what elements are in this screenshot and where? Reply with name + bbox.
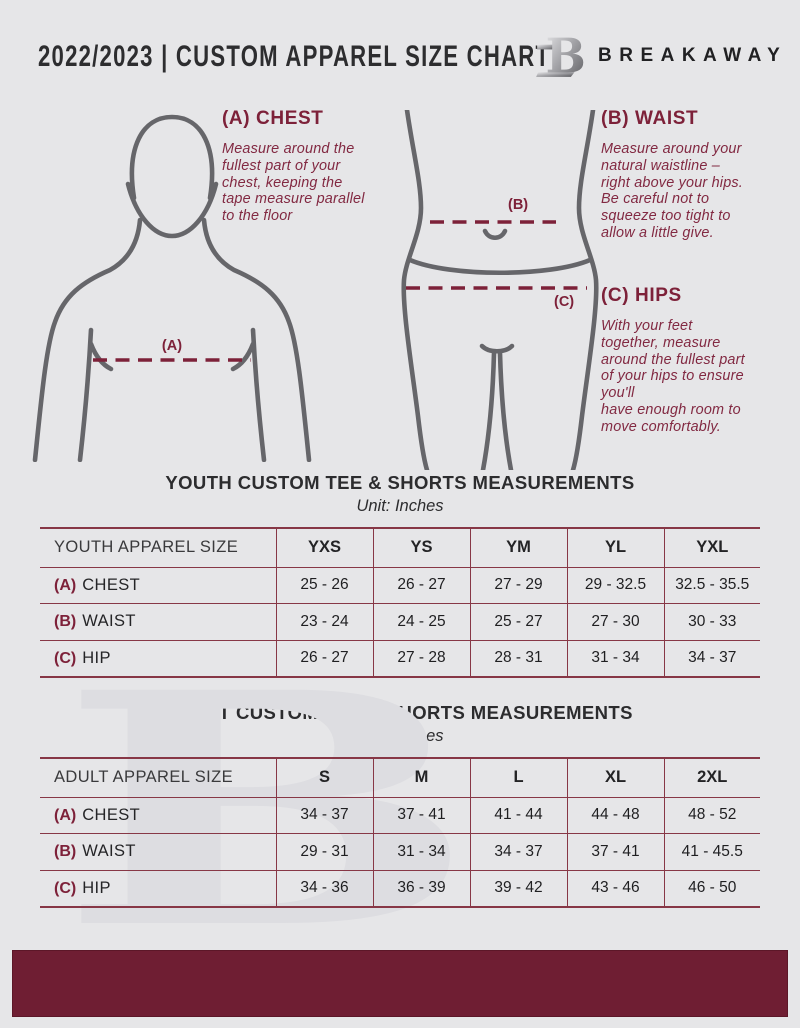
youth-header-row: YOUTH APPAREL SIZE YXS YS YM YL YXL [40,528,760,567]
monogram-letter: B [545,29,585,81]
adult-table-unit: Unit: Inches [356,727,444,745]
cell-value: 25 - 26 [275,566,373,604]
row-label: HIP [82,648,111,667]
breakaway-monogram-icon: B [536,29,586,81]
cell-value: 36 - 39 [372,869,470,907]
hips-guide: (C) HIPS With your feet together, measur… [601,285,796,436]
table-row: (B) WAIST 23 - 24 24 - 25 25 - 27 27 - 30… [40,603,760,640]
upper-body-figure: (A) [32,114,312,462]
cell-value: 34 - 37 [275,796,373,834]
youth-col-ym: YM [469,528,567,567]
chest-guide: (A) CHEST Measure around the fullest par… [222,108,402,225]
cell-value: 34 - 36 [275,869,373,907]
cell-value: 34 - 37 [469,833,567,870]
row-label: WAIST [82,612,136,631]
cell-value: 30 - 33 [663,603,760,640]
lower-body-figure: (B) (C) [401,110,599,470]
cell-value: 23 - 24 [275,603,373,640]
adult-col-s: S [275,758,373,797]
row-prefix: (A) [54,576,77,594]
cell-value: 27 - 30 [566,603,664,640]
table-row: (C) HIP 34 - 36 36 - 39 39 - 42 43 - 46 4… [40,869,760,907]
adult-size-table: ADULT APPAREL SIZE S M L XL 2XL (A) CHEST… [40,757,760,908]
cell-value: 39 - 42 [469,869,567,907]
adult-col-xl: XL [566,758,664,797]
cell-value: 27 - 28 [372,639,470,677]
row-label: WAIST [82,842,136,861]
waist-marker-label: (B) [508,197,528,213]
row-prefix: (C) [54,879,77,897]
cell-value: 29 - 31 [275,833,373,870]
youth-col-yl: YL [566,528,664,567]
youth-col-yxs: YXS [275,528,373,567]
row-prefix: (A) [54,806,77,824]
row-prefix: (C) [54,649,77,667]
adult-col-2xl: 2XL [663,758,760,797]
youth-col-ys: YS [372,528,470,567]
cell-value: 24 - 25 [372,603,470,640]
cell-value: 37 - 41 [566,833,664,870]
cell-value: 32.5 - 35.5 [663,566,760,604]
row-prefix: (B) [54,613,77,631]
cell-value: 34 - 37 [663,639,760,677]
cell-value: 26 - 27 [372,566,470,604]
table-row: (A) CHEST 25 - 26 26 - 27 27 - 29 29 - 32… [40,566,760,604]
adult-table-title: ADULT CUSTOM TEE & SHORTS MEASUREMENTS [167,702,633,723]
cell-value: 31 - 34 [566,639,664,677]
cell-value: 46 - 50 [663,869,760,907]
cell-value: 41 - 45.5 [663,833,760,870]
hips-heading: (C) HIPS [601,285,682,306]
page-title: 2022/2023 | CUSTOM APPAREL SIZE CHART [38,40,551,73]
youth-table-title: YOUTH CUSTOM TEE & SHORTS MEASUREMENTS [165,472,635,493]
cell-value: 25 - 27 [469,603,567,640]
cell-value: 26 - 27 [275,639,373,677]
hips-marker-label: (C) [554,294,574,310]
youth-size-table: YOUTH APPAREL SIZE YXS YS YM YL YXL (A) C… [40,527,760,678]
cell-value: 31 - 34 [372,833,470,870]
brand-logo: B BREAKAWAY [534,25,780,81]
cell-value: 29 - 32.5 [566,566,664,604]
chest-heading: (A) CHEST [222,108,324,129]
cell-value: 44 - 48 [566,796,664,834]
adult-col-l: L [469,758,567,797]
chest-marker-label: (A) [162,338,182,354]
hips-instructions: With your feet together, measure around … [601,318,745,435]
adult-size-label: ADULT APPAREL SIZE [54,768,233,787]
waist-guide: (B) WAIST Measure around your natural wa… [601,108,791,242]
chest-instructions: Measure around the fullest part of your … [222,141,365,225]
table-row: (C) HIP 26 - 27 27 - 28 28 - 31 31 - 34 3… [40,639,760,677]
adult-col-m: M [372,758,470,797]
brand-name: BREAKAWAY [598,45,788,66]
table-row: (A) CHEST 34 - 37 37 - 41 41 - 44 44 - 48… [40,796,760,834]
row-prefix: (B) [54,843,77,861]
youth-col-yxl: YXL [663,528,760,567]
table-row: (B) WAIST 29 - 31 31 - 34 34 - 37 37 - 41… [40,833,760,870]
row-label: CHEST [82,575,141,594]
row-label: CHEST [82,805,141,824]
cell-value: 28 - 31 [469,639,567,677]
cell-value: 41 - 44 [469,796,567,834]
footer-bar [12,950,788,1017]
waist-heading: (B) WAIST [601,108,699,129]
row-label: HIP [82,878,111,897]
youth-table-unit: Unit: Inches [356,497,444,515]
cell-value: 37 - 41 [372,796,470,834]
youth-size-label: YOUTH APPAREL SIZE [54,538,239,557]
cell-value: 48 - 52 [663,796,760,834]
cell-value: 43 - 46 [566,869,664,907]
waist-instructions: Measure around your natural waistline – … [601,141,743,241]
cell-value: 27 - 29 [469,566,567,604]
adult-header-row: ADULT APPAREL SIZE S M L XL 2XL [40,758,760,797]
